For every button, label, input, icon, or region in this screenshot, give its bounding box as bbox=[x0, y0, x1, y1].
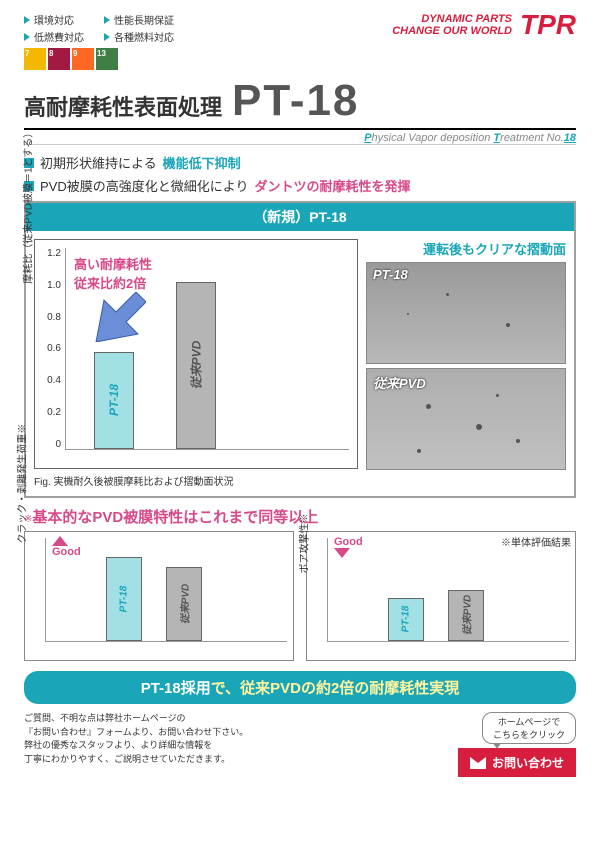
envelope-icon bbox=[470, 757, 486, 769]
chart-caption: Fig. 実機耐久後被膜摩耗比および摺動面状況 bbox=[34, 473, 358, 488]
main-panel: （新規）PT-18 摩耗比（従来PVD被膜＝1とする） 1.21.00.80.6… bbox=[24, 201, 576, 498]
micrograph-pt18: PT-18 bbox=[366, 262, 566, 364]
footer-text: ご質問、不明な点は弊社ホームページの『お問い合わせ』フォームより、お問い合わせ下… bbox=[24, 712, 458, 766]
tpr-logo: TPR bbox=[520, 12, 576, 37]
chart-bar: PT-18 bbox=[388, 598, 424, 641]
sdg-badge: 9 bbox=[72, 48, 94, 70]
mini-chart: ボア攻撃性※GoodPT-18従来PVD※単体評価結果 bbox=[306, 531, 576, 661]
title-code: PT-18 bbox=[232, 76, 359, 126]
panel-header: （新規）PT-18 bbox=[26, 203, 574, 231]
yaxis-label: 摩耗比（従来PVD被膜＝1とする） bbox=[20, 128, 35, 284]
feature-tag: 環境対応 bbox=[24, 12, 84, 27]
mini-ylabel: ボア攻撃性※ bbox=[296, 514, 311, 574]
good-indicator: Good bbox=[334, 536, 363, 558]
bullet-item: 初期形状維持による機能低下抑制 bbox=[24, 153, 576, 172]
sdg-badge: 7 bbox=[24, 48, 46, 70]
feature-bullets: 初期形状維持による機能低下抑制 PVD被膜の高強度化と微細化によりダントツの耐摩耗… bbox=[24, 153, 576, 195]
bullet-item: PVD被膜の高強度化と微細化によりダントツの耐摩耗性を発揮 bbox=[24, 176, 576, 195]
subtitle: Physical Vapor deposition Treatment No.1… bbox=[364, 132, 576, 144]
chart-bar: 従来PVD bbox=[166, 567, 202, 641]
slogan-line-2: CHANGE OUR WORLD bbox=[392, 25, 512, 37]
sdg-icons: 78913 bbox=[24, 48, 174, 70]
good-indicator: Good bbox=[52, 536, 81, 558]
arrow-icon bbox=[86, 292, 146, 342]
feature-tag: 各種燃料対応 bbox=[104, 29, 174, 44]
chart-bar: PT-18 bbox=[106, 557, 142, 641]
micrograph-column: 運転後もクリアな摺動面 PT-18 従来PVD bbox=[366, 239, 566, 488]
micrograph-pvd: 従来PVD bbox=[366, 368, 566, 470]
chart-bar: 従来PVD bbox=[176, 282, 216, 450]
chart-bar: 従来PVD bbox=[448, 590, 484, 642]
section-2: ※基本的なPVD被膜特性はこれまで同等以上 クラック・剥離発生荷重※GoodPT… bbox=[24, 506, 576, 661]
micrograph-title: 運転後もクリアな摺動面 bbox=[366, 239, 566, 258]
mini-chart: クラック・剥離発生荷重※GoodPT-18従来PVD bbox=[24, 531, 294, 661]
homepage-link-button[interactable]: ホームページで こちらをクリック bbox=[482, 712, 576, 744]
header: 環境対応低燃費対応 性能長期保証各種燃料対応 78913 DYNAMIC PAR… bbox=[24, 12, 576, 70]
sdg-badge: 8 bbox=[48, 48, 70, 70]
title-jp: 高耐摩耗性表面処理 bbox=[24, 90, 222, 122]
contact-button[interactable]: お問い合わせ bbox=[458, 748, 576, 777]
chart-bar: PT-18 bbox=[94, 352, 134, 449]
title-row: 高耐摩耗性表面処理 PT-18 bbox=[24, 76, 576, 130]
wear-ratio-chart: 摩耗比（従来PVD被膜＝1とする） 1.21.00.80.60.40.20 高い… bbox=[34, 239, 358, 488]
conclusion-banner: PT-18採用で、従来PVDの約2倍の耐摩耗性実現 bbox=[24, 671, 576, 704]
footer: ご質問、不明な点は弊社ホームページの『お問い合わせ』フォームより、お問い合わせ下… bbox=[24, 712, 576, 777]
section2-title: 基本的なPVD被膜特性はこれまで同等以上 bbox=[32, 509, 318, 526]
note-text: ※単体評価結果 bbox=[501, 534, 571, 549]
mini-ylabel: クラック・剥離発生荷重※ bbox=[14, 424, 29, 544]
feature-tag: 性能長期保証 bbox=[104, 12, 174, 27]
slogan-line-1: DYNAMIC PARTS bbox=[392, 13, 512, 25]
slogan: DYNAMIC PARTS CHANGE OUR WORLD TPR bbox=[392, 12, 576, 37]
sdg-badge: 13 bbox=[96, 48, 118, 70]
feature-tags: 環境対応低燃費対応 性能長期保証各種燃料対応 bbox=[24, 12, 174, 44]
chart-annotation: 高い耐摩耗性 従来比約2倍 bbox=[74, 254, 152, 292]
feature-tag: 低燃費対応 bbox=[24, 29, 84, 44]
